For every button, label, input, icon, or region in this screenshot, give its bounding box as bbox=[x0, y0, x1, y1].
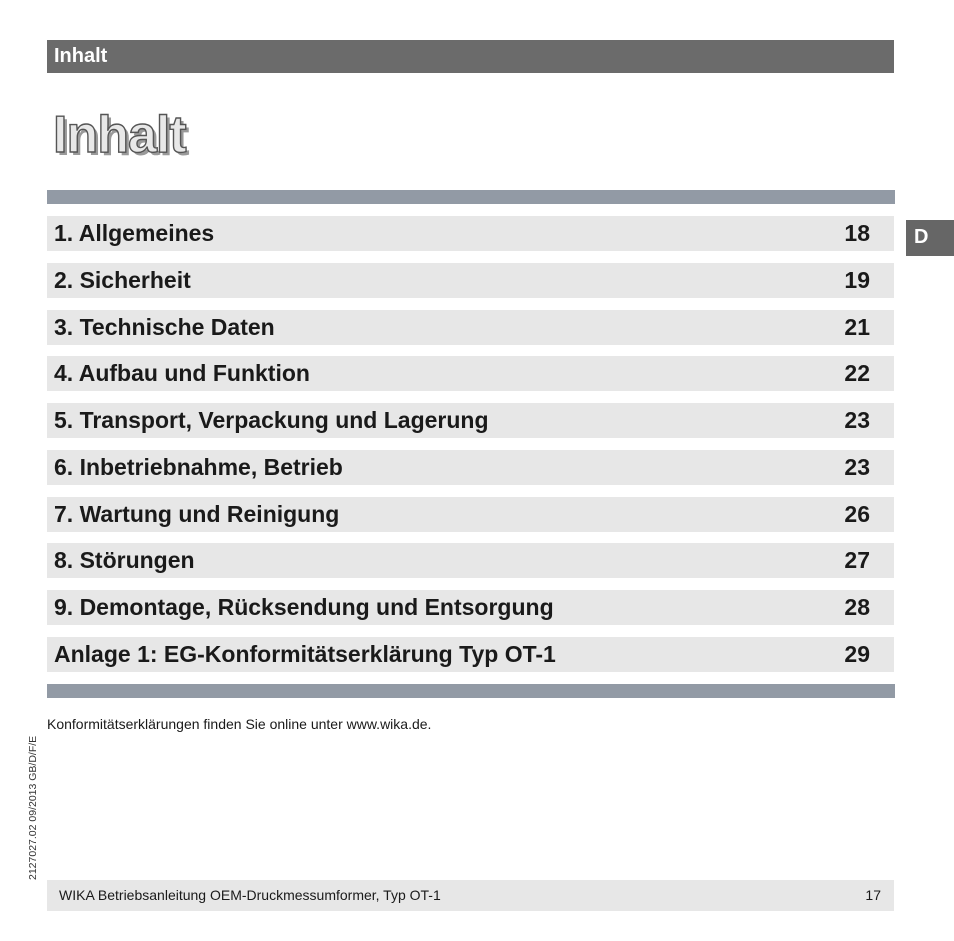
toc-entry-page: 26 bbox=[844, 501, 870, 527]
toc-entry-page: 23 bbox=[844, 454, 870, 480]
toc-entry-title: 1. Allgemeines bbox=[54, 220, 215, 246]
toc-entry[interactable]: 2. Sicherheit 19 bbox=[47, 263, 894, 298]
toc-entry[interactable]: 8. Störungen 27 bbox=[47, 543, 894, 578]
toc-entry-title: 2. Sicherheit bbox=[54, 267, 191, 293]
toc-entry-page: 22 bbox=[844, 360, 870, 386]
toc-entry-title: 9. Demontage, Rücksendung und Entsorgung bbox=[54, 594, 554, 620]
language-tab-label: D bbox=[914, 226, 929, 248]
toc-entry-title: 6. Inbetriebnahme, Betrieb bbox=[54, 454, 343, 480]
toc-entry-page: 23 bbox=[844, 407, 870, 433]
page-footer: WIKA Betriebsanleitung OEM-Druckmessumfo… bbox=[47, 880, 894, 911]
section-header-bar: Inhalt bbox=[47, 40, 894, 73]
toc-entry[interactable]: 9. Demontage, Rücksendung und Entsorgung… bbox=[47, 590, 894, 625]
toc-entry[interactable]: 1. Allgemeines 18 bbox=[47, 216, 894, 251]
toc-entry-title: 7. Wartung und Reinigung bbox=[54, 501, 340, 527]
toc-entry-title: Anlage 1: EG-Konformitätserklärung Typ O… bbox=[54, 641, 556, 667]
page-number: 17 bbox=[865, 887, 881, 903]
document-code: 2127027.02 09/2013 GB/D/F/E bbox=[27, 735, 39, 880]
toc-entry-page: 21 bbox=[844, 314, 870, 340]
toc-entry-page: 18 bbox=[844, 220, 870, 246]
conformity-note: Konformitätserklärungen finden Sie onlin… bbox=[47, 716, 432, 732]
toc-entry-title: 3. Technische Daten bbox=[54, 314, 275, 340]
section-header-label: Inhalt bbox=[54, 45, 108, 67]
footer-text: WIKA Betriebsanleitung OEM-Druckmessumfo… bbox=[59, 887, 441, 903]
toc-entry-page: 27 bbox=[844, 547, 870, 573]
toc-entry[interactable]: 4. Aufbau und Funktion 22 bbox=[47, 356, 894, 391]
toc-entry-title: 8. Störungen bbox=[54, 547, 195, 573]
page-title: Inhalt bbox=[52, 105, 187, 164]
language-tab: D bbox=[906, 220, 954, 256]
toc-entry-page: 19 bbox=[844, 267, 870, 293]
toc-entry[interactable]: 6. Inbetriebnahme, Betrieb 23 bbox=[47, 450, 894, 485]
toc-entry-page: 29 bbox=[844, 641, 870, 667]
toc-entry[interactable]: 3. Technische Daten 21 bbox=[47, 310, 894, 345]
toc-entry[interactable]: Anlage 1: EG-Konformitätserklärung Typ O… bbox=[47, 637, 894, 672]
toc-entry-page: 28 bbox=[844, 594, 870, 620]
toc-top-rule bbox=[47, 190, 895, 204]
toc-entry[interactable]: 7. Wartung und Reinigung 26 bbox=[47, 497, 894, 532]
toc-entry-title: 5. Transport, Verpackung und Lagerung bbox=[54, 407, 489, 433]
toc-entry[interactable]: 5. Transport, Verpackung und Lagerung 23 bbox=[47, 403, 894, 438]
toc-entry-title: 4. Aufbau und Funktion bbox=[54, 360, 310, 386]
toc-bottom-rule bbox=[47, 684, 895, 698]
